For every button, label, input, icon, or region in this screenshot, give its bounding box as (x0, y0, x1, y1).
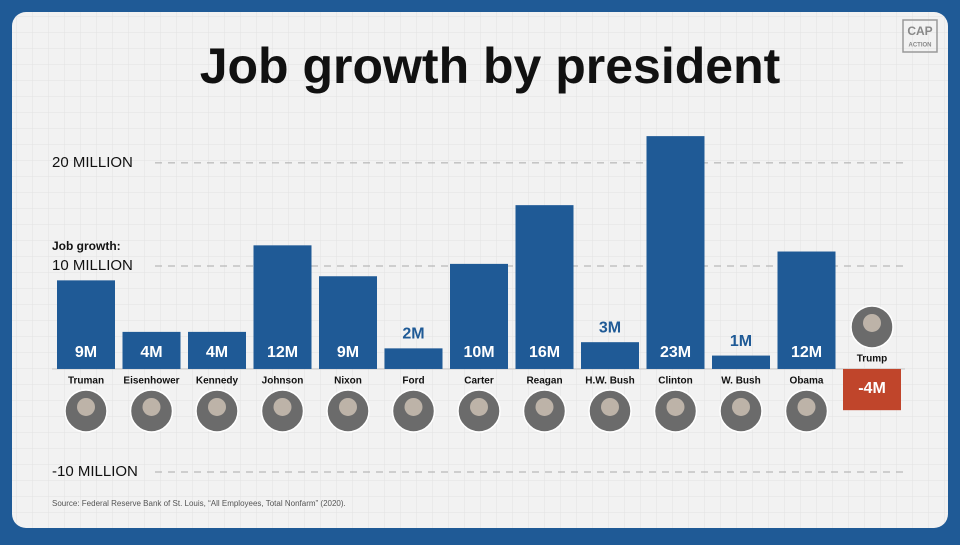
y-tick-label: 20 MILLION (52, 154, 133, 171)
value-label: 12M (267, 344, 298, 361)
value-label: 1M (730, 333, 752, 350)
value-label: 16M (529, 344, 560, 361)
value-label: 4M (140, 344, 162, 361)
value-label: 2M (402, 326, 424, 343)
x-tick-label: Carter (464, 376, 494, 387)
bar (843, 368, 901, 411)
bar (253, 245, 312, 369)
bar (384, 348, 443, 369)
bar (57, 280, 115, 369)
annotation: Job growth: (52, 239, 121, 253)
x-tick-label: Ford (402, 376, 424, 387)
source: Source: Federal Reserve Bank of St. Loui… (52, 499, 346, 508)
x-tick-label: W. Bush (721, 376, 760, 387)
logo: CAP (907, 24, 932, 38)
portrait-face (273, 397, 292, 416)
portrait-face (404, 397, 423, 416)
bar (777, 251, 836, 369)
bar (188, 331, 246, 369)
value-label: 9M (75, 344, 97, 361)
portrait-face (142, 397, 161, 416)
x-tick-label: Nixon (334, 376, 362, 387)
bar (712, 355, 770, 369)
chart-title: Job growth by president (200, 38, 781, 94)
y-tick-label: -10 MILLION (52, 463, 138, 480)
x-tick-label: Trump (857, 354, 888, 365)
y-tick-label: 10 MILLION (52, 257, 133, 274)
x-tick-label: Eisenhower (123, 376, 179, 387)
bar (581, 342, 639, 369)
portrait-face (535, 397, 554, 416)
portrait-face (77, 397, 95, 416)
value-label: 9M (337, 344, 359, 361)
bar (646, 136, 705, 369)
bar (450, 263, 508, 369)
portrait-face (470, 397, 488, 416)
portrait-face (863, 313, 881, 332)
x-tick-label: H.W. Bush (585, 376, 634, 387)
x-tick-label: Kennedy (196, 376, 239, 387)
value-label: 4M (206, 344, 228, 361)
portrait-face (208, 397, 226, 416)
x-tick-label: Clinton (658, 376, 692, 387)
x-tick-label: Reagan (526, 376, 562, 387)
value-label: 10M (463, 344, 494, 361)
portrait-face (797, 397, 816, 416)
value-label: 12M (791, 344, 822, 361)
portrait-face (732, 397, 750, 416)
bar (122, 331, 181, 369)
portrait-face (601, 397, 619, 416)
x-tick-label: Truman (68, 376, 104, 387)
x-tick-label: Obama (790, 376, 824, 387)
portrait-face (339, 397, 357, 416)
value-label: -4M (858, 380, 886, 397)
logo-box (902, 19, 938, 53)
value-label: 3M (599, 319, 621, 336)
portrait-face (666, 397, 685, 416)
bar (319, 276, 377, 369)
logo: ACTION (909, 43, 932, 49)
value-label: 23M (660, 344, 691, 361)
x-tick-label: Johnson (262, 376, 304, 387)
bar (515, 205, 574, 369)
